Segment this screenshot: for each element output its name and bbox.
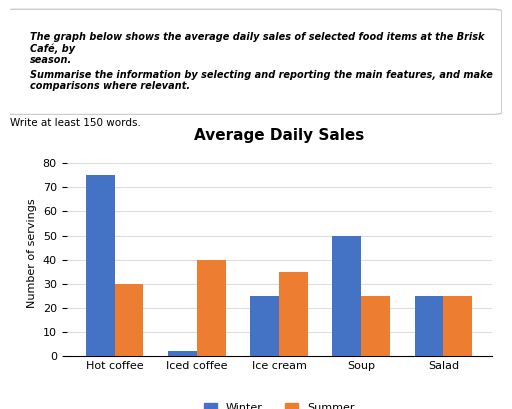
Text: Summarise the information by selecting and reporting the main features, and make: Summarise the information by selecting a… <box>30 70 493 92</box>
Title: Average Daily Sales: Average Daily Sales <box>194 128 364 143</box>
Bar <box>197 260 226 356</box>
Y-axis label: Number of servings: Number of servings <box>27 199 37 308</box>
Bar <box>279 272 308 356</box>
Bar <box>250 296 279 356</box>
Bar <box>168 351 197 356</box>
Bar <box>415 296 443 356</box>
Bar <box>86 175 115 356</box>
Bar <box>443 296 472 356</box>
Bar <box>361 296 390 356</box>
Legend: Winter, Summer: Winter, Summer <box>199 398 359 409</box>
FancyBboxPatch shape <box>5 9 502 115</box>
Bar <box>115 284 143 356</box>
Bar <box>332 236 361 356</box>
Text: Write at least 150 words.: Write at least 150 words. <box>10 118 141 128</box>
Text: The graph below shows the average daily sales of selected food items at the Bris: The graph below shows the average daily … <box>30 31 484 65</box>
